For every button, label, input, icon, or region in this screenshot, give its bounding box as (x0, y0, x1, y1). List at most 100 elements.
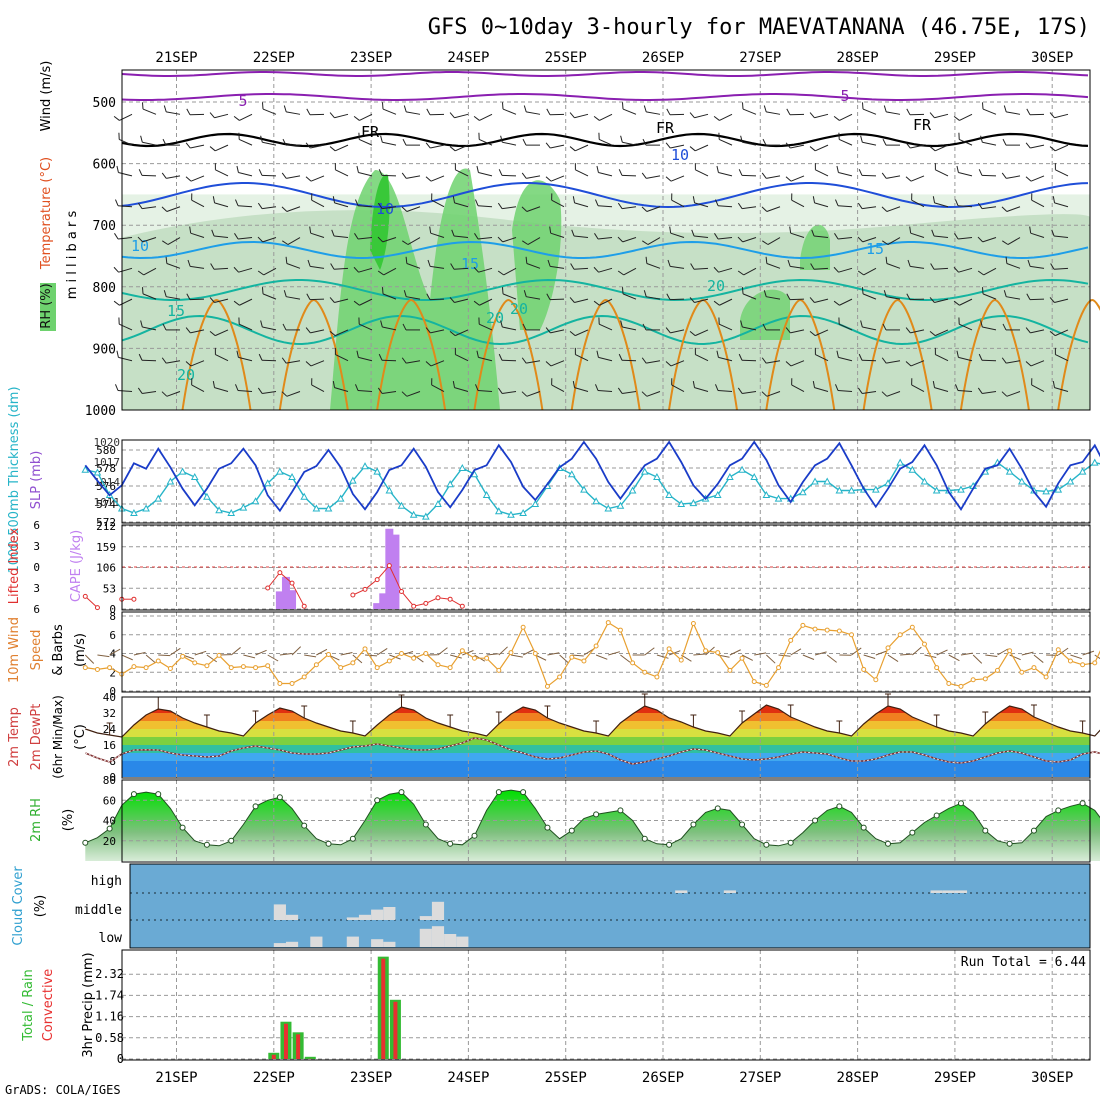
wind-speed-point (436, 663, 440, 667)
rh-point (886, 841, 891, 846)
li-tick-label: 0 (33, 561, 40, 574)
thickness-point (277, 469, 283, 475)
wind-barb (766, 655, 775, 663)
wind-barb (827, 655, 836, 662)
li-point (460, 604, 464, 608)
wind-barb-flag (114, 233, 118, 239)
wind-barb-flag (114, 266, 119, 273)
isotherm-label: 20 (177, 366, 195, 384)
day-label-bottom: 22SEP (253, 1070, 295, 1086)
wind-barb (377, 648, 387, 655)
wind-speed-point (193, 661, 197, 665)
cloud-block (383, 942, 395, 947)
rh-point (375, 798, 380, 803)
isotherm-label: 5 (840, 87, 849, 105)
temp-band (122, 713, 1090, 721)
day-label-bottom: 28SEP (837, 1070, 879, 1086)
temp-band (122, 721, 1090, 729)
isotherm-label: FR (656, 119, 675, 137)
wind-barb (1022, 652, 1034, 655)
wind-barb (256, 650, 267, 655)
wind-barb (158, 655, 170, 656)
isotherm-label: 15 (866, 240, 884, 258)
pressure-tick-label: 1000 (85, 404, 116, 419)
day-label-top: 21SEP (155, 50, 197, 66)
rh-point (399, 790, 404, 795)
li-point (424, 601, 428, 605)
wind-barb-flag (114, 115, 119, 122)
wind-speed-point (266, 664, 270, 668)
li-point (278, 571, 282, 575)
rh-point (861, 825, 866, 830)
precip-conv-bar (284, 1024, 288, 1059)
precip-total-label: Total / Rain (21, 969, 36, 1042)
thickness-point (569, 471, 575, 477)
cloud-block (274, 904, 286, 920)
precip-conv-label: Convective (41, 969, 56, 1042)
wind-speed-point (898, 633, 902, 637)
rh-point (83, 840, 88, 845)
temp-bands (122, 697, 1090, 777)
rh-point (472, 833, 477, 838)
li-point (266, 586, 270, 590)
wind-speed-point (789, 638, 793, 642)
cape-tick-label: 53 (103, 582, 116, 595)
pressure-tick-label: 600 (93, 158, 116, 173)
wind-speed-point (825, 628, 829, 632)
wind-barb (304, 655, 316, 657)
rh-point (350, 836, 355, 841)
temp-axis-label-4: (°C) (73, 724, 88, 750)
rh-point (837, 804, 842, 809)
wind-speed-point (716, 651, 720, 655)
wind-speed-point (400, 652, 404, 656)
wind-barb (1070, 655, 1081, 659)
slp-tick-label: 1014 (94, 476, 121, 489)
wind-speed-point (606, 621, 610, 625)
cloud-block (274, 943, 286, 947)
wind-speed-point (1032, 666, 1036, 670)
slp-axis-label: SLP (mb) (29, 451, 44, 510)
wind-barb (1034, 655, 1043, 663)
rh-tick-label: 20 (103, 835, 116, 848)
day-label-bottom: 25SEP (545, 1070, 587, 1086)
li-point (387, 564, 391, 568)
rh-point (618, 808, 623, 813)
wind-speed-point (278, 682, 282, 686)
li-point (351, 593, 355, 597)
thickness-point (897, 460, 903, 466)
isotherm-label: 20 (510, 300, 528, 318)
wind-speed-point (764, 683, 768, 687)
li-point (436, 596, 440, 600)
isotherm-label: 5 (238, 92, 247, 110)
wind-barb (693, 654, 705, 655)
wind-barb (900, 654, 912, 655)
cloud-block (420, 929, 432, 947)
cloud-block (420, 916, 432, 920)
rh-point (229, 838, 234, 843)
credit-label: GrADS: COLA/IGES (5, 1083, 121, 1097)
wind-barb-flag (116, 351, 120, 358)
wind-speed-point (241, 665, 245, 669)
thickness-point (362, 463, 368, 469)
pressure-tick-label: 800 (93, 281, 116, 296)
wind-speed-point (995, 668, 999, 672)
cloud-block (432, 926, 444, 947)
precip-conv-bar (272, 1055, 276, 1059)
wind-speed-point (971, 678, 975, 682)
wind-speed-point (837, 629, 841, 633)
li-axis-label: Lifted Index (7, 527, 22, 604)
temperature-axis-label: Temperature (°C) (39, 157, 54, 270)
li-tick-label: 6 (33, 603, 40, 616)
wind-speed-point (947, 682, 951, 686)
wind-axis-label-1: 10m Wind (7, 617, 22, 683)
li-point (363, 587, 367, 591)
wind-speed-point (874, 678, 878, 682)
rh-point (326, 841, 331, 846)
precip-tick-label: 2.32 (95, 967, 124, 981)
li-tick-label: 3 (33, 582, 40, 595)
cloud-block (432, 902, 444, 920)
wind-speed-point (95, 667, 99, 671)
wind-barb (243, 655, 255, 658)
wind-speed-point (509, 651, 513, 655)
panel-frame (122, 612, 1090, 692)
